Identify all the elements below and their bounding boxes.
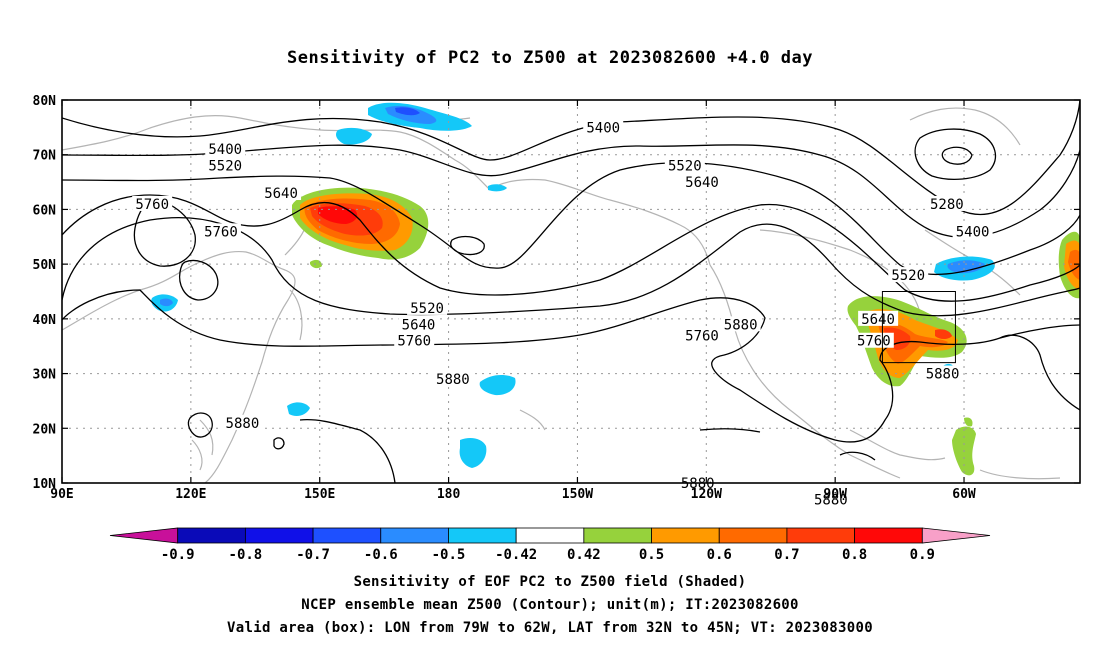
colorbar-triangle-low xyxy=(109,527,179,544)
lat-tick-label: 40N xyxy=(33,313,57,328)
contour-label-bg xyxy=(926,195,967,211)
colorbar-triangle-high xyxy=(921,527,991,544)
colorbar-swatch xyxy=(448,527,517,544)
contour-label-bg xyxy=(720,316,761,332)
contour-label-bg xyxy=(407,299,448,315)
contour-label-bg xyxy=(398,316,439,332)
contour-label: 5760 xyxy=(135,197,169,213)
contour-label: 5520 xyxy=(410,301,444,317)
contour-label-bg xyxy=(222,414,263,430)
colorbar-swatch xyxy=(380,527,449,544)
colorbar-swatch xyxy=(244,527,314,544)
figure-title: Sensitivity of PC2 to Z500 at 2023082600… xyxy=(286,48,813,68)
contour-label-bg xyxy=(583,119,624,135)
lat-tick-label: 70N xyxy=(33,149,57,164)
lat-tick-label: 10N xyxy=(33,477,57,492)
contour-label-bg xyxy=(200,223,241,239)
contour-label-bg xyxy=(394,332,435,348)
contour-label: 5640 xyxy=(264,186,298,202)
contour-label: 5880 xyxy=(926,367,960,383)
lat-tick-label: 20N xyxy=(33,422,57,437)
colorbar-swatch xyxy=(854,527,923,544)
colorbar: -0.9 -0.8 -0.7 -0.6 -0.5 -0.42 0.42 0.5 0.6 0.7 0.… xyxy=(109,527,991,563)
contour-label-bg xyxy=(858,310,899,326)
colorbar-label: -0.42 xyxy=(495,547,537,563)
colorbar-swatch xyxy=(177,527,246,544)
contour-label-bg xyxy=(888,267,929,283)
contour-label: 5760 xyxy=(685,328,719,344)
colorbar-swatch xyxy=(312,527,382,544)
contour-label-bg xyxy=(922,365,963,381)
contour-label: 5280 xyxy=(930,197,964,213)
contour-label-bg xyxy=(952,223,993,239)
colorbar-label: 0.42 xyxy=(567,547,601,563)
contour-label: 5520 xyxy=(668,159,702,175)
lon-tick-label: 60W xyxy=(952,487,976,502)
contour-label: 5880 xyxy=(814,492,848,508)
lat-tick-label: 50N xyxy=(33,258,57,273)
colorbar-label: -0.5 xyxy=(432,547,466,563)
contour-label: 5520 xyxy=(208,159,242,175)
lon-tick-label: 120W xyxy=(691,487,722,502)
contour-label: 5760 xyxy=(397,334,431,350)
contour-label-bg xyxy=(132,195,173,211)
colorbar-label: -0.8 xyxy=(229,547,263,563)
contour-label: 5640 xyxy=(402,317,436,333)
lon-tick-label: 180 xyxy=(437,487,461,502)
contour-label: 5400 xyxy=(208,142,242,158)
contour-label-bg xyxy=(853,332,894,348)
colorbar-label: -0.6 xyxy=(364,547,398,563)
plot-frame xyxy=(61,99,1081,484)
colorbar-label: -0.9 xyxy=(161,547,195,563)
footer-line-contour: NCEP ensemble mean Z500 (Contour); unit(… xyxy=(301,597,799,613)
contour-label: 5760 xyxy=(204,224,238,240)
lon-tick-label: 120E xyxy=(175,487,206,502)
colorbar-label: 0.8 xyxy=(842,547,867,563)
lon-tick-label: 90W xyxy=(823,487,847,502)
colorbar-label: 0.9 xyxy=(910,547,935,563)
colorbar-swatch xyxy=(583,527,652,544)
contour-label-bg xyxy=(810,491,851,507)
lon-tick-label: 90E xyxy=(50,487,73,502)
contour-label-bg xyxy=(261,185,302,201)
footer-line-shading: Sensitivity of EOF PC2 to Z500 field (Sh… xyxy=(353,574,747,590)
contour-label: 5880 xyxy=(226,416,260,432)
contour-label-bg xyxy=(682,327,723,343)
contour-label-bg xyxy=(205,141,246,157)
contour-label: 5640 xyxy=(861,312,895,328)
colorbar-label: 0.5 xyxy=(639,547,664,563)
colorbar-swatch xyxy=(515,527,585,544)
colorbar-swatch xyxy=(651,527,720,544)
contour-label: 5400 xyxy=(586,120,620,136)
contour-labels: 5400552056405760576055205640576058805880… xyxy=(132,119,993,508)
contour-label: 5880 xyxy=(724,317,758,333)
contour-label-bg xyxy=(205,157,246,173)
colorbar-swatch xyxy=(718,527,788,544)
lon-tick-label: 150W xyxy=(562,487,593,502)
footer-line-valid-area: Valid area (box): LON from 79W to 62W, L… xyxy=(227,620,873,636)
valid-area-box xyxy=(881,291,956,364)
colorbar-swatch xyxy=(786,527,856,544)
contour-label-bg xyxy=(432,371,473,387)
contour-label-bg xyxy=(664,157,705,173)
contour-label: 5400 xyxy=(956,224,990,240)
lat-tick-label: 60N xyxy=(33,203,57,218)
colorbar-label: -0.7 xyxy=(296,547,330,563)
lon-tick-label: 150E xyxy=(304,487,335,502)
sensitivity-map: 5400552056405760576055205640576058805880… xyxy=(33,94,1081,508)
contour-label: 5640 xyxy=(685,175,719,191)
contour-label: 5880 xyxy=(436,372,470,388)
lat-tick-label: 80N xyxy=(33,94,57,109)
sensitivity-shading xyxy=(151,102,1080,476)
colorbar-label: 0.7 xyxy=(774,547,799,563)
contour-label-bg xyxy=(682,174,723,190)
lat-tick-label: 30N xyxy=(33,368,57,383)
colorbar-label: 0.6 xyxy=(707,547,732,563)
contour-label: 5520 xyxy=(891,268,925,284)
